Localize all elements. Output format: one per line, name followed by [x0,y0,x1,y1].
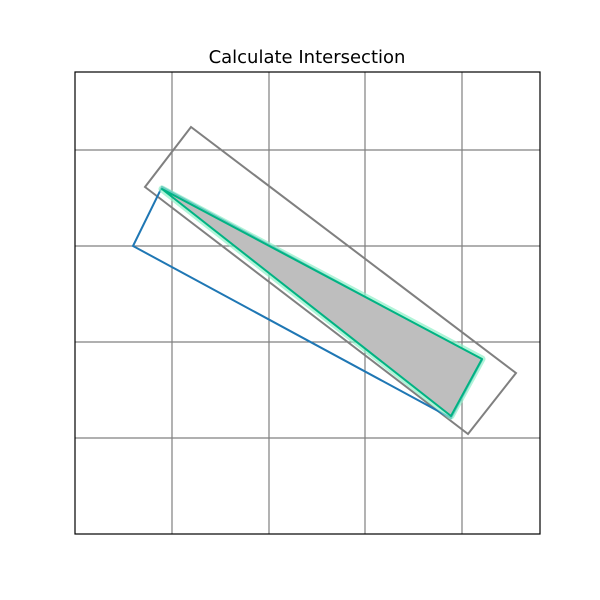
rectangle-a [143,125,518,436]
diagram-title: Calculate Intersection [209,47,406,68]
intersection-region [161,188,483,417]
plot-frame [74,71,541,535]
